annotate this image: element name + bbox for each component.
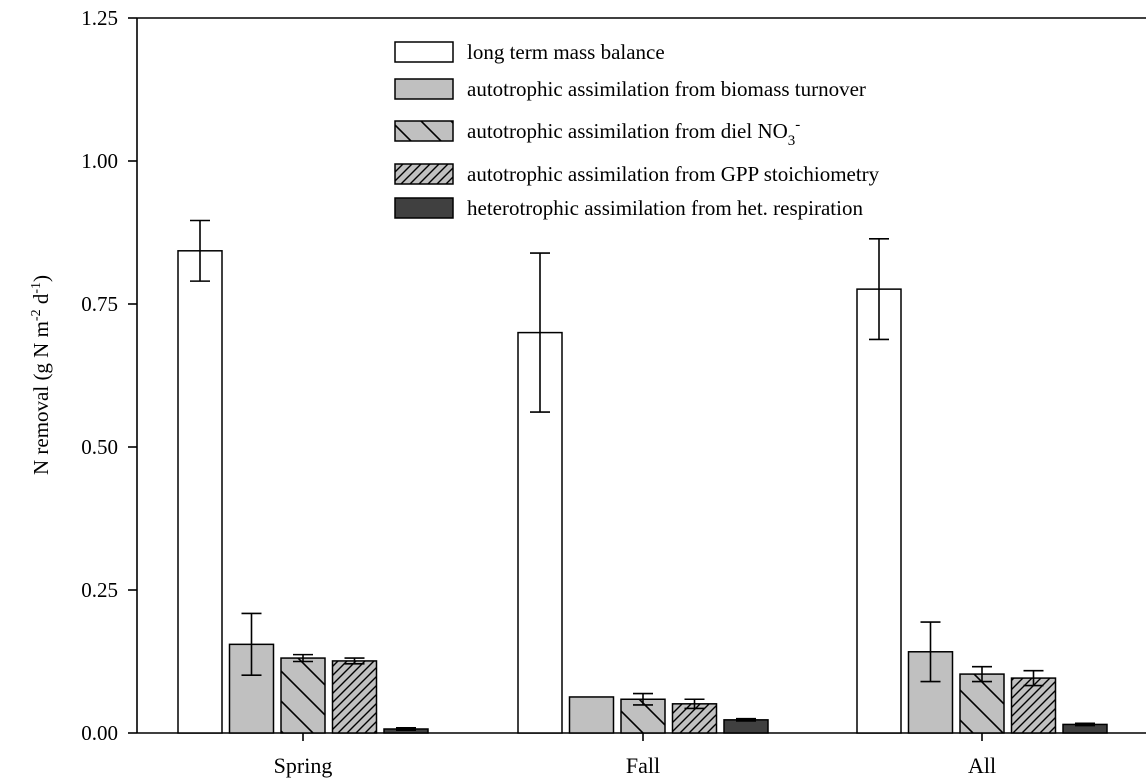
legend-item-biomass-turnover: autotrophic assimilation from biomass tu… bbox=[394, 77, 866, 101]
y-axis-label: N removal (g N m-2 d-1) bbox=[29, 275, 53, 475]
bar bbox=[723, 719, 769, 734]
error-bars bbox=[190, 219, 1095, 731]
legend-label: long term mass balance bbox=[467, 40, 665, 64]
y-tick-label: 1.25 bbox=[81, 6, 118, 30]
bar bbox=[1010, 677, 1057, 734]
legend-label: autotrophic assimilation from biomass tu… bbox=[467, 77, 866, 101]
bars bbox=[177, 250, 1108, 734]
bar bbox=[856, 288, 902, 734]
x-category-label: All bbox=[968, 753, 996, 778]
bar bbox=[331, 660, 378, 734]
legend-item-het-respiration: heterotrophic assimilation from het. res… bbox=[394, 196, 863, 220]
bar bbox=[568, 696, 615, 734]
legend-label: autotrophic assimilation from GPP stoich… bbox=[467, 162, 880, 186]
legend: long term mass balance autotrophic assim… bbox=[394, 40, 880, 220]
x-category-labels: Spring Fall All bbox=[274, 733, 996, 778]
legend-item-diel-no3: autotrophic assimilation from diel NO3- bbox=[394, 117, 800, 149]
y-tick-label: 0.75 bbox=[81, 292, 118, 316]
legend-swatch bbox=[394, 163, 454, 185]
y-tick-label: 1.00 bbox=[81, 149, 118, 173]
y-tick-label: 0.00 bbox=[81, 721, 118, 745]
x-category-label: Spring bbox=[274, 753, 333, 778]
y-ticks: 0.00 0.25 0.50 0.75 1.00 1.25 bbox=[81, 6, 137, 745]
y-tick-label: 0.25 bbox=[81, 578, 118, 602]
legend-swatch bbox=[394, 197, 454, 219]
legend-swatch bbox=[394, 41, 454, 63]
legend-label: heterotrophic assimilation from het. res… bbox=[467, 196, 863, 220]
legend-label: autotrophic assimilation from diel NO3- bbox=[467, 117, 800, 149]
x-category-label: Fall bbox=[626, 753, 660, 778]
legend-swatch bbox=[394, 78, 454, 100]
legend-item-gpp-stoichiometry: autotrophic assimilation from GPP stoich… bbox=[394, 162, 880, 186]
legend-swatch bbox=[394, 120, 454, 142]
legend-item-long-term-mass-balance: long term mass balance bbox=[394, 40, 665, 64]
bar bbox=[959, 673, 1005, 734]
bar bbox=[177, 250, 223, 734]
y-tick-label: 0.50 bbox=[81, 435, 118, 459]
bar bbox=[280, 657, 326, 734]
